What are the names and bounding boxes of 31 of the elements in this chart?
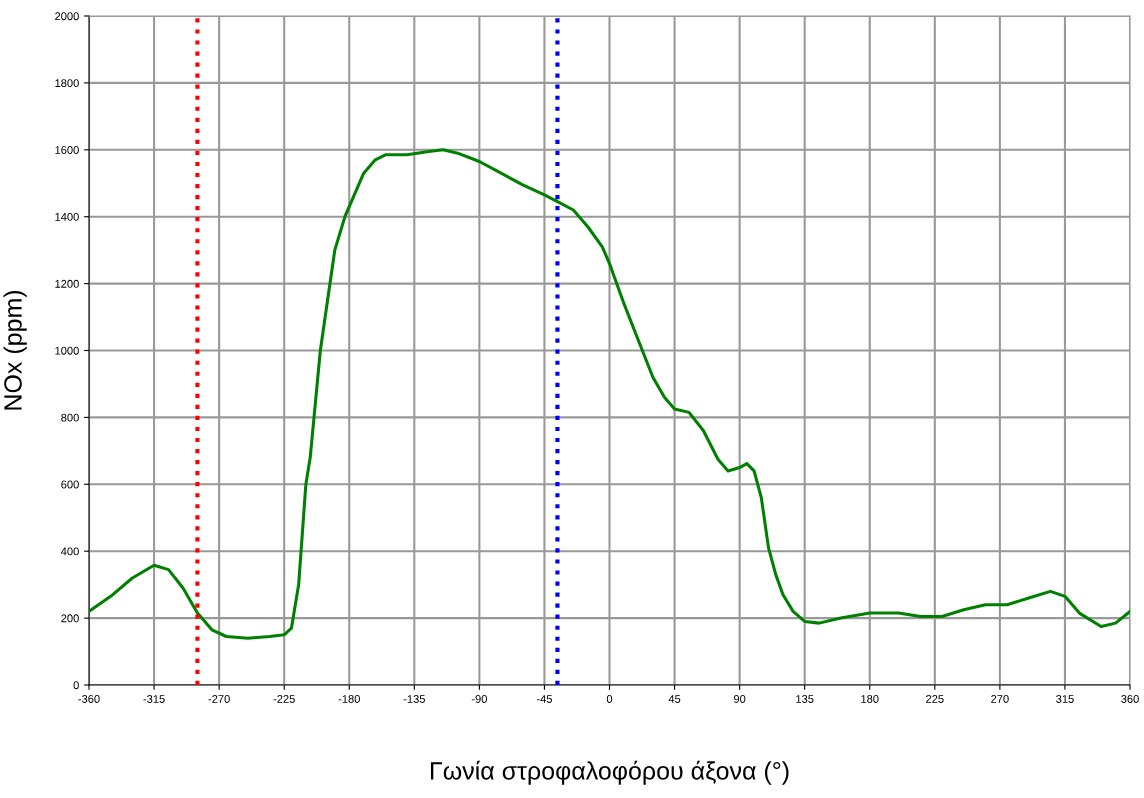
- y-tick-label: 600: [61, 480, 79, 489]
- y-tick-label: 1600: [55, 146, 79, 154]
- x-tick-label: 0: [606, 695, 613, 703]
- x-axis-title: Γωνία στροφαλοφόρου άξονα (°): [430, 760, 789, 785]
- x-tick-label: -90: [471, 695, 487, 703]
- x-tick-label: 360: [1121, 695, 1139, 703]
- y-tick-label: 1200: [55, 279, 79, 288]
- y-tick-label: 1000: [55, 346, 79, 355]
- x-tick-label: -180: [338, 695, 360, 703]
- x-tick-label: 270: [991, 695, 1009, 703]
- x-tick-label: 180: [861, 695, 879, 703]
- y-tick-label: 800: [61, 413, 79, 422]
- x-tick-label: 45: [668, 695, 681, 703]
- x-tick-label: -225: [273, 695, 295, 703]
- y-tick-label: 2000: [55, 12, 79, 21]
- x-tick-label: -45: [536, 695, 552, 703]
- x-tick-label: -360: [78, 695, 100, 703]
- x-tick-label: -135: [403, 695, 425, 703]
- x-tick-label: 225: [926, 695, 944, 703]
- line-series: [89, 148, 1130, 640]
- y-axis-title: NOx (ppm): [3, 290, 27, 410]
- x-tick-label: 135: [796, 695, 814, 703]
- y-tick-label: 1800: [55, 79, 79, 88]
- y-tick-label: 200: [61, 614, 79, 623]
- y-tick-label: 1400: [55, 212, 79, 221]
- x-tick-label: -270: [208, 695, 230, 703]
- x-tick-label: 315: [1056, 695, 1074, 703]
- y-tick-label: 0: [73, 681, 79, 690]
- x-tick-label: 90: [733, 695, 746, 703]
- x-tick-label: -315: [143, 695, 165, 703]
- y-tick-label: 400: [61, 547, 79, 556]
